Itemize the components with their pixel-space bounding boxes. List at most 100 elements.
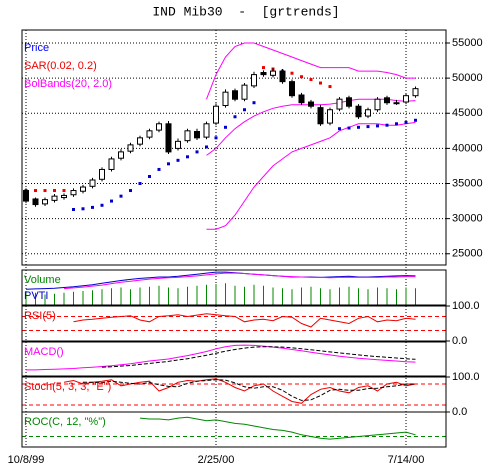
candle-body bbox=[374, 98, 381, 111]
sar-dot bbox=[91, 205, 94, 209]
candle-body bbox=[355, 105, 362, 118]
sar-dot bbox=[252, 101, 256, 105]
y-tick-label: 100.0 bbox=[452, 300, 480, 312]
candle-body bbox=[146, 130, 153, 138]
candle-body bbox=[336, 98, 343, 110]
candle-body bbox=[156, 123, 162, 131]
candle-body bbox=[118, 151, 124, 159]
sar-dot bbox=[319, 81, 322, 85]
y-tick-label: 30000 bbox=[452, 213, 483, 225]
candle-body bbox=[412, 88, 419, 97]
candle-body bbox=[384, 97, 390, 104]
candle-body bbox=[251, 74, 257, 87]
sar-dot bbox=[290, 71, 294, 75]
candle-body bbox=[279, 70, 286, 83]
candle-body bbox=[32, 198, 39, 206]
legend-label: ROC(C, 12, "%") bbox=[24, 416, 106, 428]
sar-dot bbox=[34, 189, 37, 193]
sar-dot bbox=[404, 120, 408, 124]
y-tick-label: 0.0 bbox=[452, 335, 467, 347]
candle-body bbox=[241, 84, 248, 100]
sar-dot bbox=[129, 189, 132, 193]
candle-body bbox=[213, 105, 219, 124]
sar-dot bbox=[81, 207, 85, 211]
candle-body bbox=[89, 179, 96, 187]
candle-body bbox=[23, 190, 29, 202]
candle-body bbox=[203, 123, 210, 138]
candle-body bbox=[232, 90, 238, 100]
pane-border bbox=[21, 341, 447, 377]
sar-dot bbox=[100, 203, 104, 207]
candle-body bbox=[393, 102, 400, 105]
sar-dot bbox=[72, 207, 75, 211]
y-tick-label: 55000 bbox=[452, 37, 483, 49]
legend-label: Price bbox=[24, 42, 49, 54]
legend-label: PVTI bbox=[24, 290, 48, 302]
y-tick-label: 100.0 bbox=[452, 371, 480, 383]
sar-dot bbox=[119, 194, 123, 198]
pane-border bbox=[21, 305, 447, 342]
sar-dot bbox=[414, 118, 417, 122]
y-tick-label: 50000 bbox=[452, 72, 483, 84]
candle-body bbox=[51, 195, 58, 201]
candle-body bbox=[42, 199, 48, 205]
candle-body bbox=[61, 194, 67, 199]
legend-label: MACD() bbox=[24, 346, 64, 358]
y-tick-label: 25000 bbox=[452, 248, 483, 260]
indicator-line bbox=[139, 416, 416, 440]
indicator-line bbox=[26, 344, 416, 371]
legend-label: SAR(0.02, 0.2) bbox=[24, 60, 97, 72]
candle-body bbox=[108, 158, 115, 170]
indicator-line bbox=[25, 271, 416, 290]
sar-dot bbox=[347, 126, 351, 130]
candle-body bbox=[346, 97, 352, 107]
candle-body bbox=[270, 70, 276, 76]
pane-border bbox=[21, 29, 447, 266]
candle-body bbox=[165, 123, 172, 153]
candle-body bbox=[194, 131, 200, 139]
sar-dot bbox=[385, 123, 389, 127]
sar-dot bbox=[328, 85, 332, 89]
sar-dot bbox=[300, 75, 303, 79]
indicator-line bbox=[63, 272, 416, 290]
candle-body bbox=[175, 140, 181, 149]
chart-title: IND Mib30 - [grtrends] bbox=[152, 4, 339, 19]
candle-body bbox=[327, 109, 333, 124]
candle-body bbox=[365, 109, 371, 117]
bollinger-upper bbox=[206, 42, 416, 100]
sar-dot bbox=[243, 108, 246, 112]
sar-dot bbox=[186, 155, 189, 159]
x-tick-label: 2/25/00 bbox=[198, 454, 235, 466]
sar-dot bbox=[148, 174, 151, 178]
y-tick-label: 45000 bbox=[452, 107, 483, 119]
candle-body bbox=[70, 190, 77, 196]
sar-dot bbox=[395, 122, 398, 126]
pane-border bbox=[21, 269, 447, 306]
indicator-line bbox=[83, 379, 416, 401]
indicator-line bbox=[73, 313, 416, 328]
candle-body bbox=[184, 130, 191, 142]
candle-body bbox=[80, 186, 86, 192]
sar-dot bbox=[110, 199, 113, 203]
x-tick-label: 7/14/00 bbox=[388, 454, 425, 466]
sar-dot bbox=[157, 167, 161, 171]
candle-body bbox=[137, 137, 143, 145]
sar-dot bbox=[309, 78, 313, 82]
candle-body bbox=[317, 107, 324, 125]
indicator-line bbox=[63, 378, 416, 404]
sar-dot bbox=[366, 125, 370, 129]
pane-border bbox=[21, 411, 447, 448]
candle-body bbox=[260, 72, 267, 76]
x-tick-label: 10/8/99 bbox=[8, 454, 45, 466]
candle-body bbox=[298, 94, 305, 104]
sar-dot bbox=[53, 189, 56, 193]
sar-dot bbox=[176, 158, 180, 162]
y-tick-label: 35000 bbox=[452, 177, 483, 189]
sar-dot bbox=[376, 124, 379, 128]
y-tick-label: 0.0 bbox=[452, 406, 467, 418]
bollinger-lower bbox=[206, 121, 416, 230]
legend-label: RSI(5) bbox=[24, 310, 56, 322]
indicator-line bbox=[101, 346, 416, 368]
legend-label: BolBands(20, 2.0) bbox=[24, 78, 112, 90]
